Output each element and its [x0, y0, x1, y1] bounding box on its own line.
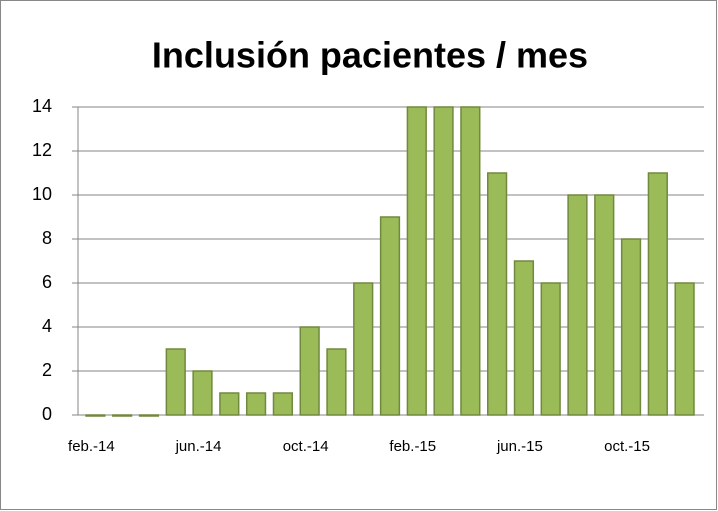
x-tick-label: jun.-15: [496, 438, 543, 455]
bar: [674, 282, 695, 416]
bar: [138, 414, 160, 417]
bar: [379, 216, 401, 416]
y-tick-label: 4: [42, 316, 52, 336]
x-tick-label: jun.-14: [175, 438, 222, 455]
bar: [219, 392, 240, 416]
bar: [620, 238, 642, 416]
x-tick-label: feb.-14: [68, 438, 115, 455]
bar: [487, 172, 508, 416]
y-tick-label: 8: [42, 228, 52, 248]
bar: [299, 326, 320, 416]
bar: [406, 106, 427, 416]
bar: [513, 260, 535, 416]
bar: [245, 392, 267, 416]
bar: [647, 172, 668, 416]
chart-title: Inclusión pacientes / mes: [152, 35, 588, 76]
bar: [192, 370, 213, 416]
y-tick-label: 14: [32, 96, 52, 116]
y-tick-label: 6: [42, 272, 52, 292]
bar: [272, 392, 293, 416]
x-tick-label: oct.-15: [604, 438, 650, 455]
x-tick-label: oct.-14: [283, 438, 329, 455]
bar: [326, 348, 347, 416]
bar: [112, 414, 133, 417]
y-tick-label: 2: [42, 360, 52, 380]
y-tick-label: 0: [42, 404, 52, 424]
y-tick-label: 10: [32, 184, 52, 204]
bar: [594, 194, 615, 416]
x-tick-label: feb.-15: [389, 438, 436, 455]
bar: [165, 348, 186, 416]
bar: [85, 414, 106, 417]
bar: [567, 194, 588, 416]
y-tick-label: 12: [32, 140, 52, 160]
bar: [540, 282, 561, 416]
bar: [433, 106, 454, 416]
bar: [460, 106, 481, 416]
bar: [353, 282, 374, 416]
